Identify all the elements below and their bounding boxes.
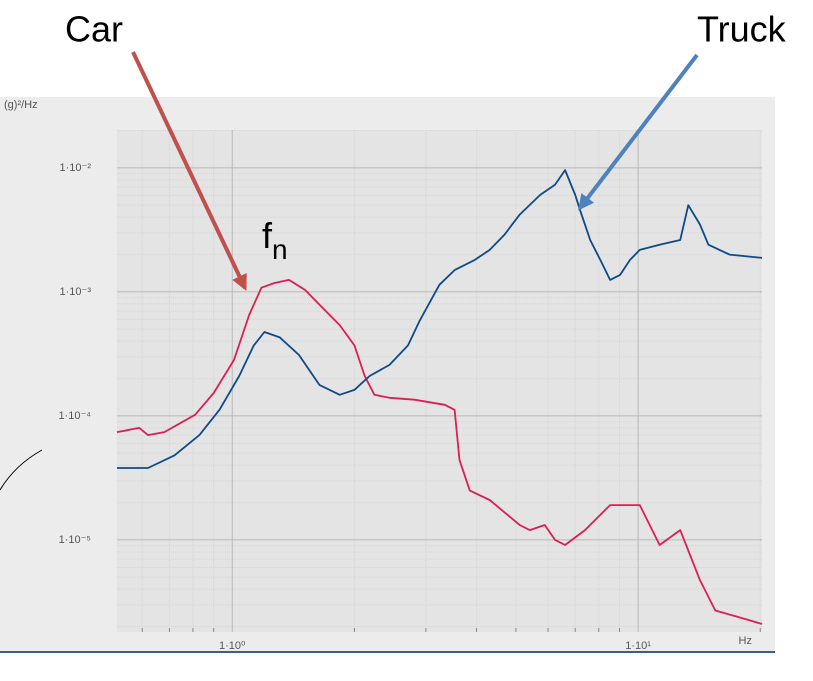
y-tick-label: 1·10⁻² — [60, 162, 92, 174]
decoration — [0, 449, 43, 491]
series-line — [117, 169, 763, 469]
annotation: Truck — [697, 9, 787, 50]
x-axis-label: Hz — [739, 635, 752, 647]
series-line — [116, 279, 763, 625]
y-tick-label: 1·10⁻⁵ — [59, 534, 91, 546]
plot-area — [117, 130, 762, 632]
x-tick-label: 1·10⁰ — [219, 640, 246, 652]
annotation-arrow — [578, 53, 699, 211]
y-axis-label: (g)²/Hz — [4, 99, 38, 111]
annotation-subscript: n — [272, 234, 288, 265]
annotation: fn — [262, 215, 288, 266]
y-tick-label: 1·10⁻⁴ — [58, 410, 91, 422]
y-tick-label: 1·10⁻³ — [60, 286, 92, 298]
annotation: Car — [65, 9, 123, 50]
annotation-arrow — [131, 51, 247, 291]
annotation-main: f — [262, 215, 273, 256]
x-tick-label: 1·10¹ — [625, 640, 651, 652]
